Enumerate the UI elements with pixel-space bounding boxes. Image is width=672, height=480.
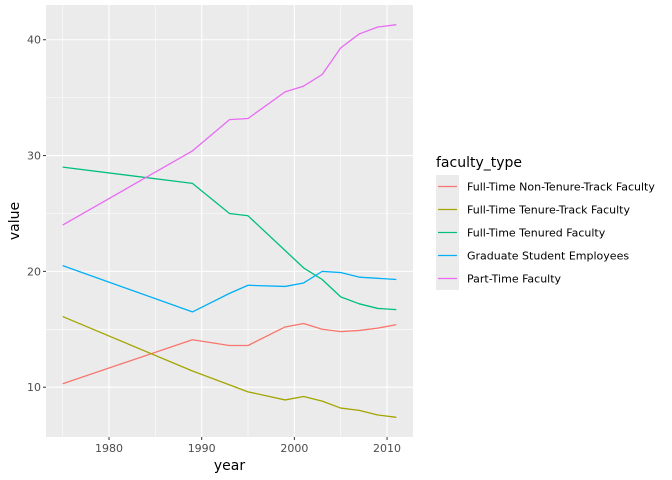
x-tick-label: 1980 [95,442,123,455]
series-line-4 [62,264,397,313]
major-gridlines [46,5,413,437]
legend-label: Full-Time Non-Tenure-Track Faculty [467,181,655,194]
y-tick-label: 40 [27,34,41,47]
legend: faculty_type Full-Time Non-Tenure-Track … [436,155,655,290]
y-tick-label: 30 [27,150,41,163]
series-line-1 [62,322,397,385]
legend-item: Graduate Student Employees [436,244,629,267]
series-lines [62,24,397,418]
legend-item: Part-Time Faculty [436,267,562,290]
x-axis-title: year [214,458,245,474]
plot-panel [46,5,413,437]
legend-item: Full-Time Tenured Faculty [436,221,606,244]
y-axis-title: value [7,202,23,240]
y-tick-label: 20 [27,265,41,278]
legend-title: faculty_type [436,155,522,171]
legend-items: Full-Time Non-Tenure-Track Faculty Full-T… [436,175,655,290]
y-axis: 10 20 30 40 [27,34,46,394]
series-line-3 [62,166,397,311]
legend-item: Full-Time Tenure-Track Faculty [436,198,630,221]
x-tick-label: 1990 [188,442,216,455]
legend-label: Full-Time Tenure-Track Faculty [467,204,630,217]
legend-label: Full-Time Tenured Faculty [467,227,606,240]
series-line-5 [62,24,397,226]
legend-label: Part-Time Faculty [467,273,562,286]
x-tick-label: 2000 [280,442,308,455]
series-line-2 [62,315,397,418]
legend-label: Graduate Student Employees [467,250,629,263]
y-tick-label: 10 [27,381,41,394]
x-tick-label: 2010 [373,442,401,455]
legend-item: Full-Time Non-Tenure-Track Faculty [436,175,655,198]
x-axis: 1980 1990 2000 2010 [95,437,401,455]
